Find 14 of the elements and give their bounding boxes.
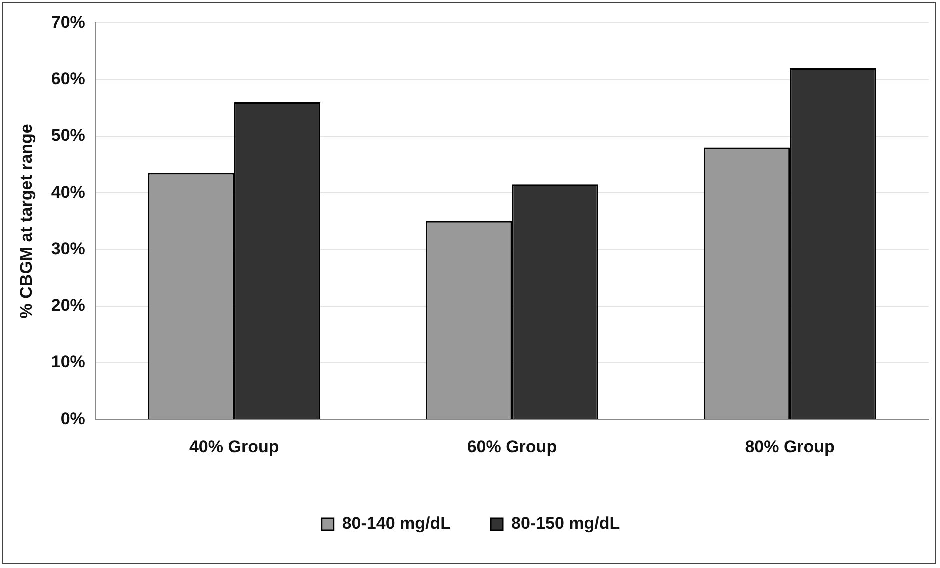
y-tick-label: 70% [51,12,86,32]
y-tick-label: 0% [60,409,86,428]
y-axis-title: % CBGM at target range [16,124,36,319]
x-tick-label: 80% Group [745,437,835,456]
y-tick-label: 50% [51,126,86,146]
y-tick-label: 30% [51,239,86,258]
x-tick-label: 60% Group [467,437,558,456]
legend-label: 80-140 mg/dL [342,514,452,534]
y-tick-label: 20% [51,296,86,316]
y-tick-label: 10% [51,352,86,372]
x-tick-label: 40% Group [189,437,280,456]
y-tick-label: 40% [51,182,86,202]
legend-label: 80-150 mg/dL [512,514,620,534]
y-tick-label: 60% [51,70,86,89]
